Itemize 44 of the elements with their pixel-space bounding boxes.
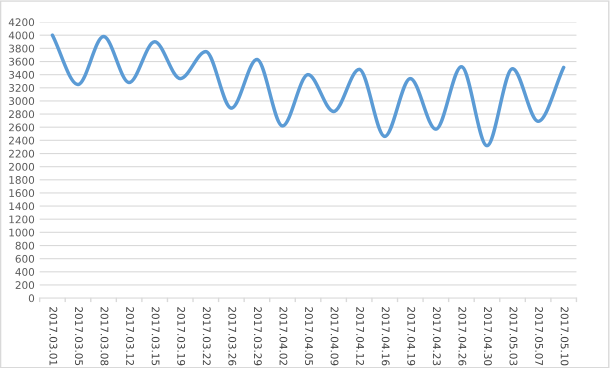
x-tick-label: 2017.04.12 [356,307,364,366]
y-tick-label: 2400 [9,136,34,144]
y-tick-label: 2200 [9,150,34,158]
x-tick-label: 2017.04.16 [382,307,390,366]
y-tick-label: 1400 [9,202,34,210]
y-tick-label: 2000 [9,162,34,171]
x-tick-label: 2017.03.22 [202,307,211,366]
x-tick-label: 2017.03.01 [49,307,58,366]
y-tick-label: 400 [15,268,34,276]
y-tick-label: 1800 [9,176,34,184]
x-tick-label: 2017.05.07 [535,307,543,366]
x-tick-label: 2017.03.08 [100,307,108,366]
x-tick-label: 2017.05.03 [510,307,518,366]
y-tick-label: 2600 [9,123,34,132]
y-tick-label: 3000 [9,97,34,106]
x-tick-label: 2017.04.05 [305,307,313,366]
y-tick-label: 1200 [9,215,34,224]
y-tick-label: 3200 [9,84,34,92]
y-tick-label: 3600 [9,58,34,66]
x-tick-label: 2017.03.26 [228,307,236,366]
y-tick-label: 1600 [9,189,34,198]
x-tick-label: 2017.04.02 [279,307,288,366]
y-tick-label: 1000 [9,228,34,236]
x-tick-label: 2017.04.30 [484,307,492,366]
x-tick-label: 2017.04.19 [407,307,416,366]
x-tick-label: 2017.03.19 [177,307,186,366]
y-tick-label: 600 [16,254,34,263]
x-tick-label: 2017.03.05 [74,307,83,366]
y-tick-label: 3800 [9,44,34,52]
y-tick-label: 200 [16,281,34,290]
y-tick-label: 2800 [9,110,34,118]
y-tick-label: 800 [16,242,34,250]
x-tick-label: 2017.03.15 [152,307,160,366]
x-tick-label: 2017.04.23 [432,307,441,366]
x-tick-label: 2017.04.26 [458,307,466,366]
y-tick-label: 4200 [8,18,34,26]
x-tick-label: 2017.03.29 [254,307,262,366]
x-tick-label: 2017.03.12 [126,307,134,366]
line-series [50,33,566,148]
x-tick-label: 2017.04.09 [330,307,338,366]
y-tick-label: 4000 [8,31,34,40]
y-tick-label: 3400 [9,70,34,79]
y-tick-label: 0 [28,294,34,302]
x-tick-label: 2017.05.10 [560,307,569,366]
